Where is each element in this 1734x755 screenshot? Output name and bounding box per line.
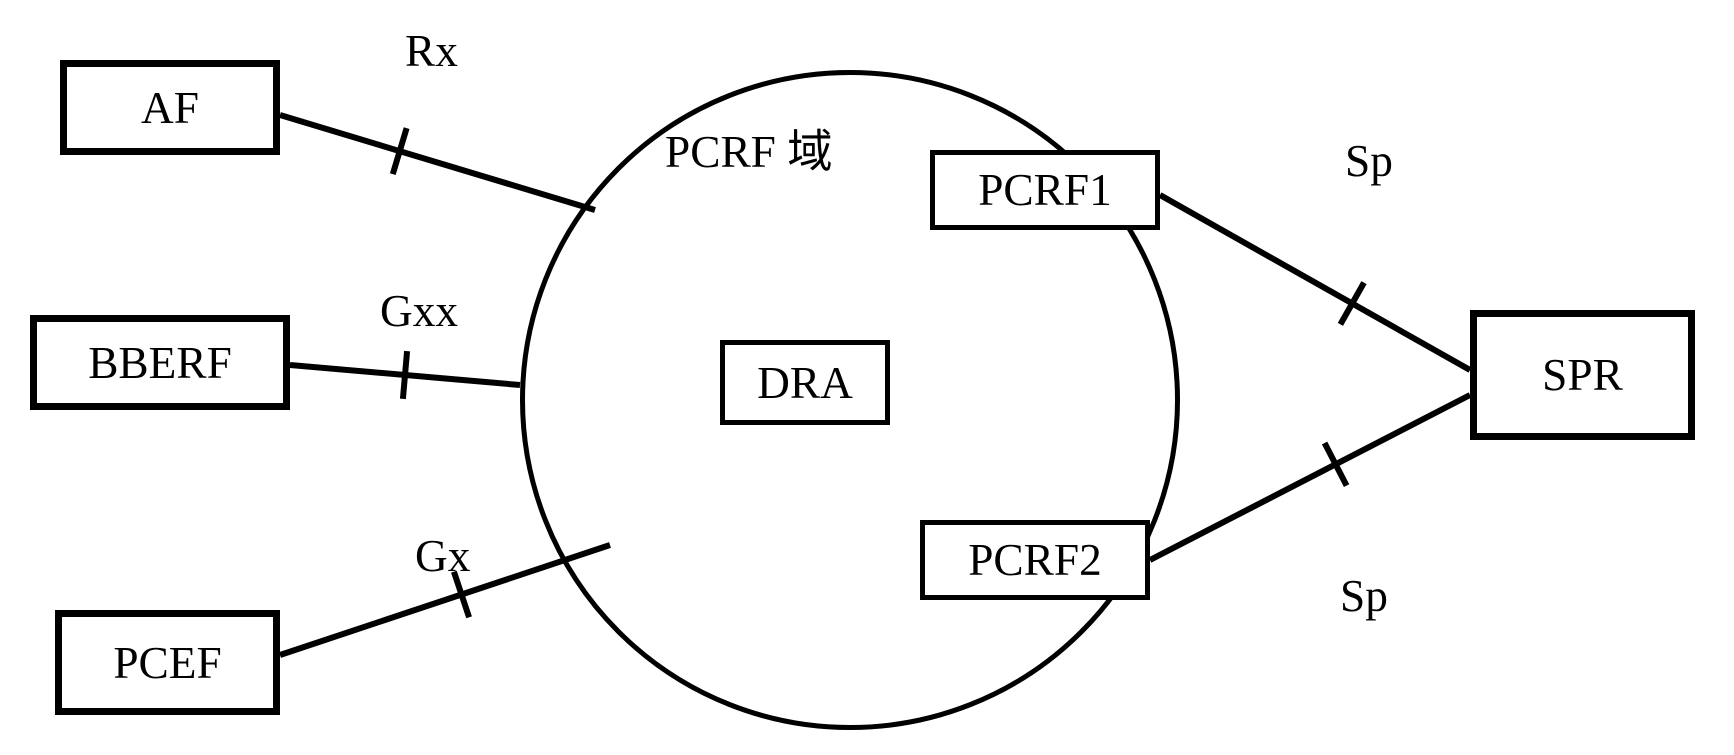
node-pcef-label: PCEF	[113, 637, 221, 689]
node-dra-label: DRA	[757, 357, 853, 409]
domain-title-text: PCRF 域	[665, 127, 833, 177]
tick-sp1	[1340, 283, 1364, 325]
edge-label-sp-top-text: Sp	[1345, 136, 1393, 186]
edge-label-sp-bottom: Sp	[1340, 570, 1388, 622]
node-pcef: PCEF	[55, 610, 280, 715]
node-pcrf1: PCRF1	[930, 150, 1160, 230]
node-af: AF	[60, 60, 280, 155]
tick-rx	[393, 128, 407, 174]
edge-label-sp-top: Sp	[1345, 135, 1393, 187]
edge-rx	[280, 115, 595, 210]
node-bberf: BBERF	[30, 315, 290, 410]
edge-label-rx: Rx	[405, 25, 458, 77]
edge-label-gxx-text: Gxx	[380, 286, 458, 336]
edge-label-rx-text: Rx	[405, 26, 458, 76]
node-bberf-label: BBERF	[88, 337, 232, 389]
edge-label-gx-text: Gx	[415, 531, 470, 581]
edge-sp2	[1150, 395, 1470, 560]
diagram-canvas: AF BBERF PCEF SPR DRA PCRF1 PCRF2 Rx Gxx…	[0, 0, 1734, 755]
edge-label-gxx: Gxx	[380, 285, 458, 337]
node-pcrf1-label: PCRF1	[978, 164, 1112, 216]
node-pcrf2-label: PCRF2	[968, 534, 1102, 586]
edge-sp1	[1160, 195, 1470, 370]
edge-label-gx: Gx	[415, 530, 470, 582]
node-spr-label: SPR	[1542, 349, 1623, 401]
tick-gxx	[403, 351, 407, 399]
domain-title: PCRF 域	[665, 115, 833, 181]
edge-label-sp-bottom-text: Sp	[1340, 571, 1388, 621]
edge-gxx	[290, 365, 520, 385]
node-pcrf2: PCRF2	[920, 520, 1150, 600]
node-spr: SPR	[1470, 310, 1695, 440]
node-dra: DRA	[720, 340, 890, 425]
node-af-label: AF	[141, 82, 199, 134]
tick-sp2	[1325, 443, 1347, 486]
